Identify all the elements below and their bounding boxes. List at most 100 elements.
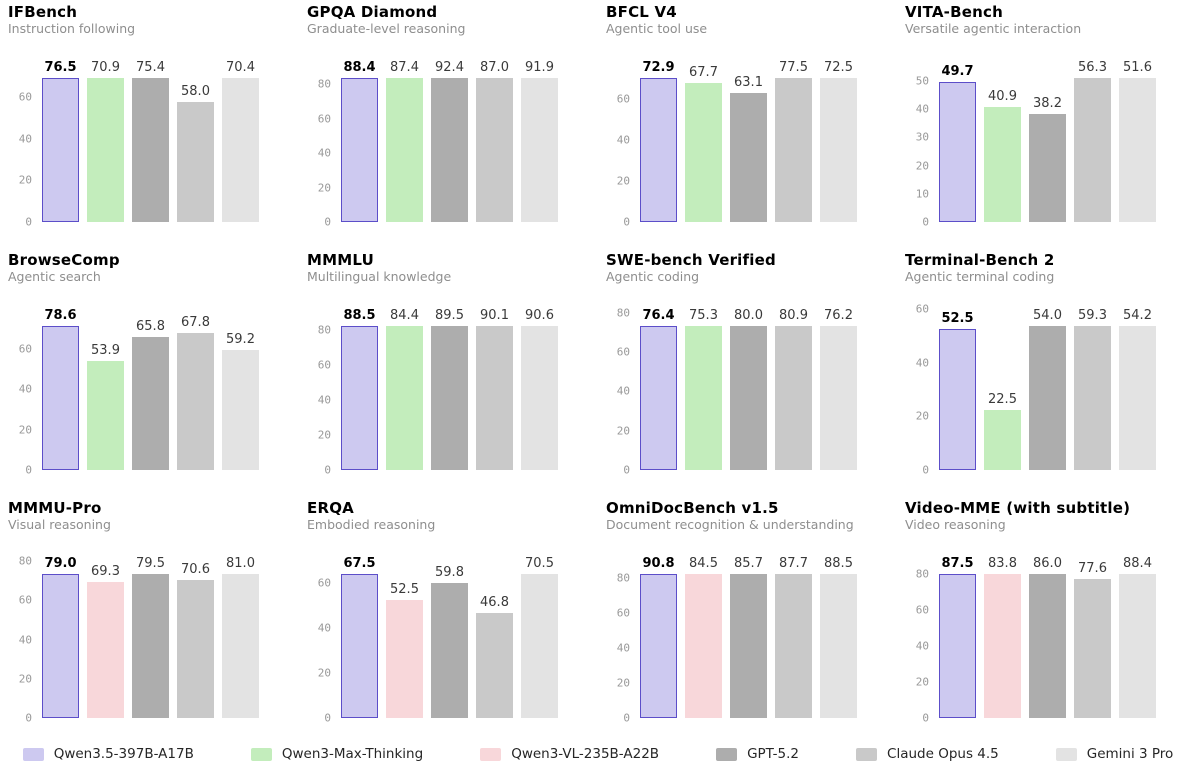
legend-swatch-icon [716,747,738,761]
bar-Gemini 3 Pro [820,326,857,470]
y-axis: 0 20 40 60 [8,60,42,228]
bar-group: 40.9 [984,60,1021,222]
y-axis-tick-label: 0 [623,215,630,229]
y-axis-tick-label: 60 [18,593,32,607]
legend: Qwen3.5-397B-A17B Qwen3-Max-Thinking Qwen3… [8,746,1188,762]
chart-subtitle: Document recognition & understanding [606,517,854,532]
bar-Qwen3-Max-Thinking [984,106,1021,222]
bar-value-label: 46.8 [480,594,509,610]
bar-GPT-5.2 [132,574,169,718]
bar-Claude Opus 4.5 [775,326,812,470]
y-axis-tick-label: 20 [18,173,32,187]
bar-Gemini 3 Pro [521,574,558,718]
bar-value-label: 67.7 [689,65,718,81]
bar-group: 77.5 [775,60,812,222]
y-axis-tick-label: 60 [317,358,331,372]
bar-value-label: 59.3 [1078,308,1107,323]
y-axis-tick-label: 0 [324,711,331,725]
y-axis-tick-label: 50 [915,74,929,88]
bar-value-label: 83.8 [988,556,1017,571]
bar-group: 53.9 [87,308,124,470]
bar-value-label: 81.0 [226,556,255,571]
bar-Qwen3.5-397B-A17B [42,574,79,718]
legend-swatch-icon [480,747,502,761]
bar-Claude Opus 4.5 [476,612,513,718]
y-axis-tick-label: 40 [915,102,929,116]
bar-group: 59.2 [222,308,259,470]
chart-subtitle: Agentic terminal coding [905,269,1055,284]
y-axis: 0 20 40 60 80 [307,60,341,228]
bar-group: 79.5 [132,556,169,718]
bar-Qwen3-Max-Thinking [386,326,423,470]
bar-Qwen3-VL-235B-A22B [386,599,423,718]
bar-Qwen3-Max-Thinking [386,78,423,222]
bar-Qwen3-Max-Thinking [87,361,124,470]
y-axis-tick-label: 0 [623,711,630,725]
benchmark-chart: ERQA Embodied reasoning 0 20 40 60 67.5 52.5… [307,500,569,724]
bar-value-label: 72.9 [642,60,675,75]
bar-value-label: 59.8 [435,565,464,581]
chart-title: Terminal-Bench 2 [905,251,1055,269]
bar-group: 87.5 [939,556,976,718]
bar-Gemini 3 Pro [222,574,259,718]
y-axis: 0 20 40 60 80 [8,556,42,724]
chart-title: OmniDocBench v1.5 [606,499,779,517]
chart-subtitle: Embodied reasoning [307,517,436,532]
bar-value-label: 84.4 [390,308,419,323]
legend-label: GPT-5.2 [747,746,800,762]
y-axis-tick-label: 40 [317,621,331,635]
bars-area: 52.5 22.5 54.0 59.3 54.2 [939,308,1167,470]
plot-area: 0 20 40 60 52.5 22.5 54.0 59.3 54.2 [905,304,1167,476]
y-axis-tick-label: 60 [616,345,630,359]
bar-group: 90.6 [521,308,558,470]
y-axis: 0 20 40 60 80 [307,308,341,475]
bar-group: 88.5 [341,308,378,470]
bar-Gemini 3 Pro [521,78,558,222]
benchmark-chart: SWE-bench Verified Agentic coding 0 20 40 6… [606,252,868,476]
y-axis-tick-label: 0 [324,215,331,229]
bar-Claude Opus 4.5 [1074,578,1111,718]
bar-Claude Opus 4.5 [177,579,214,718]
plot-area: 0 20 40 60 80 90.8 84.5 85.7 87.7 88.5 [606,556,868,724]
benchmark-chart: MMMU-Pro Visual reasoning 0 20 40 60 80 79.0… [8,500,270,724]
bar-Qwen3.5-397B-A17B [939,574,976,718]
bar-GPT-5.2 [431,78,468,222]
y-axis-tick-label: 20 [915,409,929,423]
bar-value-label: 67.8 [181,315,210,331]
bars-area: 49.7 40.9 38.2 56.3 51.6 [939,60,1167,222]
bar-group: 89.5 [431,308,468,470]
y-axis-tick-label: 60 [915,603,929,617]
y-axis-tick-label: 40 [18,382,32,396]
bar-Qwen3-Max-Thinking [685,83,722,222]
bar-Qwen3.5-397B-A17B [341,326,378,470]
bar-Claude Opus 4.5 [177,101,214,222]
bar-Qwen3-VL-235B-A22B [87,582,124,718]
bar-Claude Opus 4.5 [476,326,513,470]
y-axis-tick-label: 0 [922,711,929,725]
benchmark-chart: BFCL V4 Agentic tool use 0 20 40 60 72.9 67.… [606,4,868,228]
bar-group: 77.6 [1074,556,1111,718]
bar-GPT-5.2 [730,574,767,718]
bar-value-label: 92.4 [435,60,464,75]
y-axis-tick-label: 40 [616,384,630,398]
plot-area: 0 20 40 60 67.5 52.5 59.8 46.8 70.5 [307,556,569,724]
bar-value-label: 85.7 [734,556,763,571]
bar-group: 70.9 [87,60,124,222]
plot-area: 0 10 20 30 40 50 49.7 40.9 38.2 56.3 51.6 [905,60,1167,228]
benchmark-chart: Terminal-Bench 2 Agentic terminal coding… [905,251,1167,476]
bar-Gemini 3 Pro [521,326,558,470]
bar-value-label: 84.5 [689,556,718,571]
bar-Gemini 3 Pro [1119,574,1156,718]
y-axis-tick-label: 60 [616,606,630,620]
chart-subtitle: Multilingual knowledge [307,269,452,284]
bar-value-label: 91.9 [525,60,554,75]
benchmark-chart: Video-MME (with subtitle) Video reasonin… [905,500,1167,724]
y-axis-tick-label: 0 [922,215,929,229]
legend-item: Qwen3.5-397B-A17B [22,746,194,762]
y-axis-tick-label: 40 [616,641,630,655]
bar-GPT-5.2 [730,326,767,470]
y-axis-tick-label: 80 [616,571,630,585]
y-axis-tick-label: 20 [317,666,331,680]
bar-value-label: 90.6 [525,308,554,323]
